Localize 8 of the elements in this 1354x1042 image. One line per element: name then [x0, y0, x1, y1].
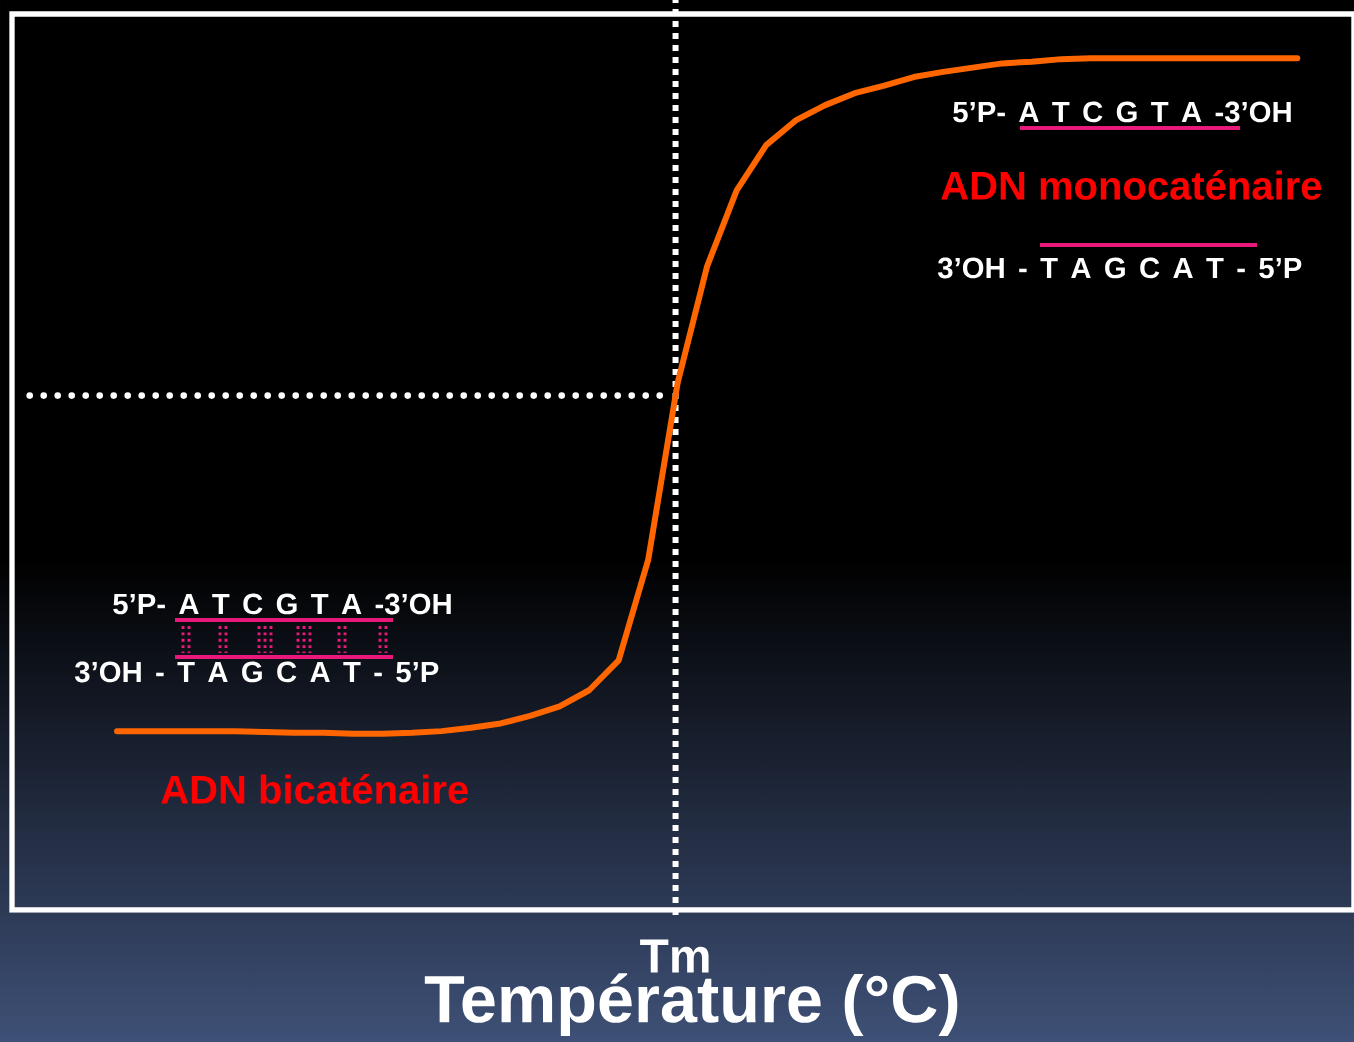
annotation: 5’P- A T C G T A -3’OH [113, 593, 451, 615]
annotation: 3’OH - T A G C A T - 5’P [74, 661, 439, 683]
annotation: 3’OH - T A G C A T - 5’P [937, 257, 1302, 279]
x-axis-title: Température (°C) [424, 973, 958, 1037]
annotation: 5’P- A T C G T A -3’OH [953, 101, 1291, 123]
text: Tm [640, 939, 709, 973]
annotation: ADN monocaténaire [941, 170, 1322, 200]
annotation: ADN bicaténaire [161, 774, 468, 804]
